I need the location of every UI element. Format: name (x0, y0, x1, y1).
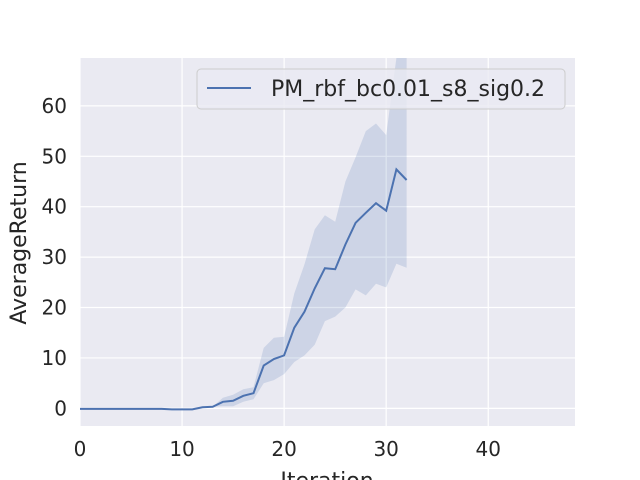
confidence-band (80, 58, 407, 410)
y-tick-label: 20 (42, 296, 67, 320)
plot-background (80, 58, 575, 426)
legend-label: PM_rbf_bc0.01_s8_sig0.2 (271, 77, 545, 102)
y-axis-label: AverageReturn (7, 161, 32, 324)
x-tick-label: 0 (74, 437, 87, 461)
grid-lines (79, 58, 575, 426)
y-tick-label: 30 (42, 245, 67, 269)
legend: PM_rbf_bc0.01_s8_sig0.2 (196, 68, 566, 110)
y-tick-label: 10 (42, 346, 67, 370)
x-tick-label: 20 (271, 437, 296, 461)
x-tick-label: 30 (373, 437, 398, 461)
y-tick-label: 50 (42, 144, 67, 168)
y-tick-labels: 0 10 20 30 40 50 60 (42, 94, 67, 420)
x-axis-label: Iteration (280, 469, 373, 480)
y-tick-label: 0 (54, 396, 67, 420)
x-tick-labels: 0 10 20 30 40 (74, 437, 501, 461)
y-tick-label: 40 (42, 195, 67, 219)
legend-box (196, 68, 566, 110)
x-tick-label: 10 (169, 437, 194, 461)
series-line (80, 167, 408, 411)
y-tick-label: 60 (42, 94, 67, 118)
x-tick-label: 40 (476, 437, 501, 461)
